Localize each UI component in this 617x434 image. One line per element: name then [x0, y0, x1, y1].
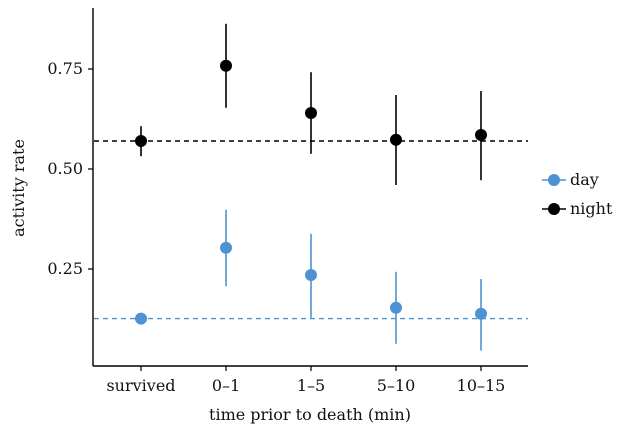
legend-key-dot	[548, 174, 560, 186]
y-tick-label: 0.75	[47, 59, 83, 78]
y-ticks: 0.25 0.50 0.75	[47, 59, 93, 278]
legend-label: day	[570, 170, 599, 189]
point-night	[220, 59, 232, 72]
x-tick-label: 1–5	[297, 376, 325, 395]
legend-item-night: night	[542, 199, 613, 218]
point-day	[390, 301, 402, 314]
data-points	[135, 59, 487, 325]
plot-area: 0.25 0.50 0.75 survived 0–1 1–5 5–10 10–15	[47, 8, 528, 395]
y-axis-title: activity rate	[9, 139, 28, 237]
x-tick-label: 0–1	[212, 376, 240, 395]
point-night	[475, 129, 487, 141]
x-tick-label: 5–10	[377, 376, 416, 395]
point-night	[305, 107, 317, 119]
point-day	[135, 312, 147, 325]
point-night	[135, 135, 147, 147]
y-tick-label: 0.25	[47, 259, 83, 278]
point-day	[475, 307, 487, 320]
error-bars	[140, 23, 482, 351]
x-tick-label: survived	[106, 376, 175, 395]
x-tick-label: 10–15	[457, 376, 506, 395]
legend-label: night	[570, 199, 613, 218]
x-ticks: survived 0–1 1–5 5–10 10–15	[106, 366, 505, 395]
legend-item-day: day	[542, 170, 599, 189]
point-day	[305, 269, 317, 281]
y-tick-label: 0.50	[47, 159, 83, 178]
point-day	[220, 241, 232, 254]
legend: day night	[542, 170, 613, 218]
x-axis-title: time prior to death (min)	[209, 405, 411, 424]
point-night	[390, 133, 402, 146]
legend-key-dot	[548, 203, 560, 215]
